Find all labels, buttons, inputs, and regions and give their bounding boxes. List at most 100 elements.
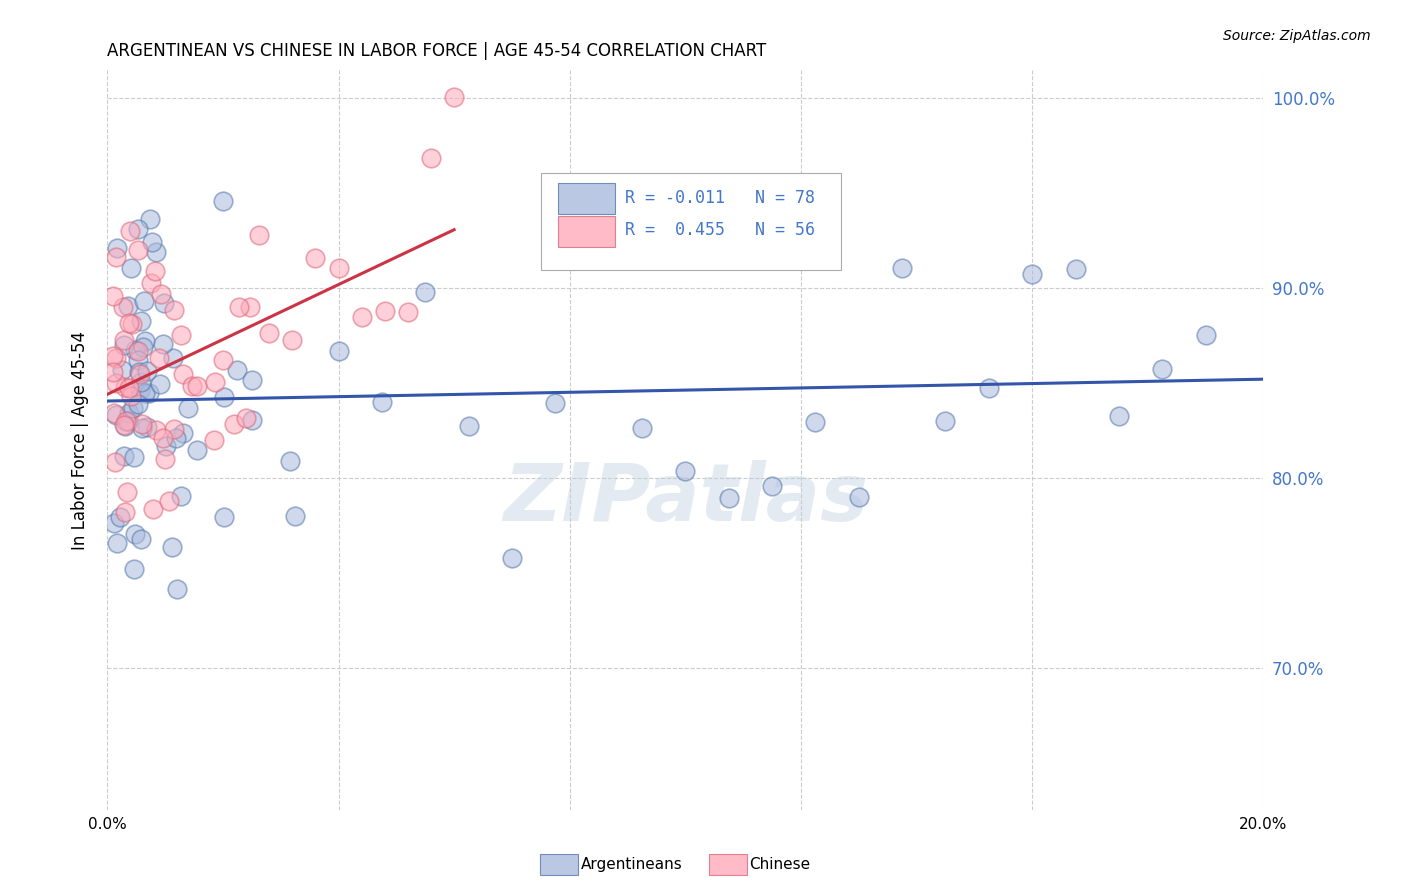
Point	[122, 401, 145, 415]
Point	[114, 418, 136, 433]
Point	[138, 385, 160, 400]
Point	[134, 294, 156, 309]
Point	[186, 379, 208, 393]
Point	[240, 413, 263, 427]
Point	[212, 390, 235, 404]
Point	[891, 261, 914, 276]
Point	[108, 509, 131, 524]
Point	[122, 562, 145, 576]
Point	[131, 532, 153, 546]
Point	[120, 260, 142, 275]
Point	[631, 421, 654, 435]
Point	[186, 442, 208, 457]
Point	[761, 478, 783, 492]
Point	[170, 489, 193, 503]
Point	[848, 490, 870, 504]
Point	[328, 260, 350, 275]
Point	[118, 380, 141, 394]
Point	[228, 300, 250, 314]
Point	[225, 363, 247, 377]
Point	[180, 379, 202, 393]
Point	[111, 300, 134, 314]
Point	[350, 310, 373, 324]
Point	[104, 351, 127, 366]
Point	[148, 351, 170, 365]
Point	[153, 296, 176, 310]
Point	[420, 151, 443, 165]
Point	[112, 418, 135, 433]
Text: R =  0.455   N = 56: R = 0.455 N = 56	[626, 221, 815, 239]
FancyBboxPatch shape	[558, 183, 614, 214]
Point	[212, 510, 235, 524]
Point	[153, 451, 176, 466]
Point	[162, 351, 184, 365]
Point	[120, 389, 142, 403]
Point	[149, 377, 172, 392]
Point	[374, 303, 396, 318]
Text: R = -0.011   N = 78: R = -0.011 N = 78	[626, 189, 815, 207]
Point	[143, 264, 166, 278]
Point	[103, 455, 125, 469]
Point	[141, 235, 163, 249]
Point	[673, 465, 696, 479]
Point	[104, 376, 127, 390]
Point	[717, 491, 740, 505]
Point	[117, 414, 139, 428]
Point	[127, 222, 149, 236]
Point	[152, 337, 174, 351]
Point	[204, 375, 226, 389]
Point	[128, 367, 150, 381]
Point	[118, 406, 141, 420]
Point	[170, 327, 193, 342]
Point	[211, 194, 233, 208]
Point	[105, 250, 128, 264]
Point	[129, 314, 152, 328]
Point	[177, 401, 200, 415]
Y-axis label: In Labor Force | Age 45-54: In Labor Force | Age 45-54	[72, 331, 89, 549]
Point	[117, 316, 139, 330]
Point	[160, 540, 183, 554]
Point	[202, 433, 225, 447]
Point	[172, 368, 194, 382]
Point	[114, 380, 136, 394]
Point	[128, 366, 150, 380]
Point	[127, 397, 149, 411]
Point	[127, 343, 149, 358]
Point	[413, 285, 436, 300]
Point	[136, 364, 159, 378]
Point	[239, 300, 262, 314]
Point	[162, 302, 184, 317]
Point	[804, 415, 827, 429]
Point	[247, 228, 270, 243]
Point	[134, 334, 156, 349]
Point	[111, 362, 134, 376]
Point	[103, 516, 125, 530]
Point	[124, 526, 146, 541]
Point	[304, 251, 326, 265]
Point	[240, 373, 263, 387]
Point	[150, 287, 173, 301]
Point	[124, 450, 146, 464]
Point	[132, 340, 155, 354]
Point	[112, 338, 135, 352]
Point	[257, 326, 280, 340]
Point	[166, 582, 188, 596]
Point	[1108, 409, 1130, 423]
Text: Argentineans: Argentineans	[581, 857, 682, 871]
Text: ARGENTINEAN VS CHINESE IN LABOR FORCE | AGE 45-54 CORRELATION CHART: ARGENTINEAN VS CHINESE IN LABOR FORCE | …	[107, 42, 766, 60]
Point	[127, 353, 149, 368]
Point	[977, 381, 1000, 395]
Point	[1194, 328, 1216, 343]
Point	[117, 299, 139, 313]
Point	[443, 90, 465, 104]
Point	[1152, 362, 1174, 376]
Point	[142, 502, 165, 516]
Point	[155, 439, 177, 453]
Point	[136, 420, 159, 434]
Point	[131, 417, 153, 431]
Point	[281, 333, 304, 347]
Point	[124, 343, 146, 357]
Point	[1064, 261, 1087, 276]
Point	[588, 243, 610, 257]
Point	[134, 385, 156, 400]
